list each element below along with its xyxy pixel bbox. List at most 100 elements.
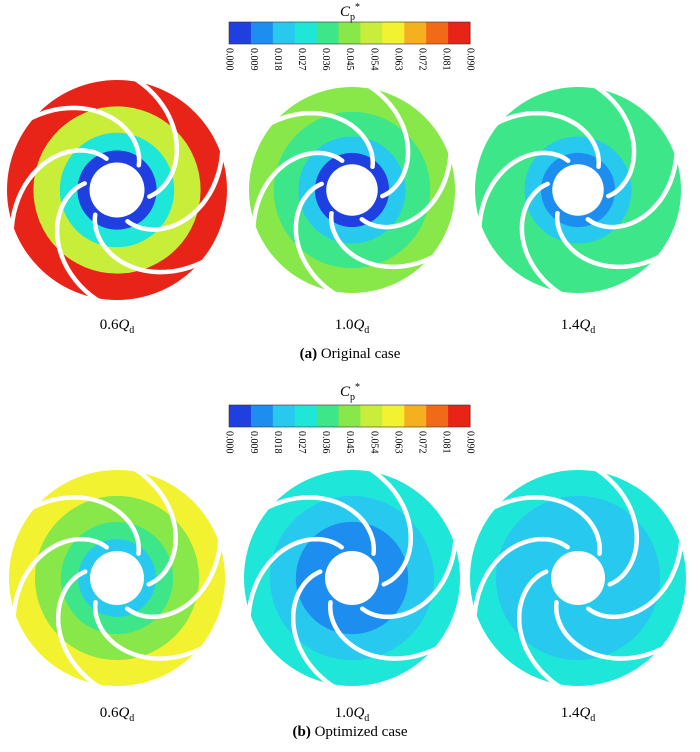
impeller-blade <box>491 495 603 556</box>
impeller-blade <box>251 150 345 229</box>
impeller-blade <box>495 110 602 170</box>
colorbar-tick-label: 0.081 <box>441 431 452 454</box>
impeller-blade <box>30 495 142 556</box>
colorbar-tick-label: 0.090 <box>465 48 476 71</box>
impeller-blade <box>368 467 414 587</box>
colorbar-title-a: Cp* <box>339 2 361 23</box>
impeller-blade <box>293 181 337 296</box>
impeller-b1 <box>9 467 225 689</box>
colorbar-tick-label: 0.000 <box>224 431 235 454</box>
impeller-label-a1: 0.6Qd <box>99 317 135 336</box>
impeller-blade <box>360 537 458 620</box>
colorbar-swatch <box>250 405 274 427</box>
colorbar-swatch <box>272 22 296 44</box>
colorbar-swatch <box>448 22 471 44</box>
colorbar-swatch <box>316 22 340 44</box>
impeller-blade <box>92 600 204 661</box>
impeller-blade <box>133 467 179 587</box>
colorbar-tick-label: 0.063 <box>392 431 403 454</box>
impeller-blade <box>328 210 435 270</box>
impeller-a3 <box>475 84 681 296</box>
colorbar-swatch <box>448 405 471 427</box>
colorbar-tick-label: 0.054 <box>368 431 379 454</box>
colorbar-swatch <box>360 405 383 427</box>
colorbar-tick-label: 0.054 <box>368 48 379 71</box>
colorbar-swatch <box>229 22 252 44</box>
impeller-blade <box>246 536 344 619</box>
impeller-blade <box>477 150 571 229</box>
colorbar-tick-label: 0.045 <box>344 48 355 71</box>
colorbar-swatch <box>316 405 340 427</box>
colorbar-frame <box>228 21 471 45</box>
impeller-blade <box>519 181 563 296</box>
colorbar-tick-label: 0.036 <box>320 431 331 454</box>
colorbar-swatch <box>272 405 296 427</box>
colorbar-swatch <box>404 405 427 427</box>
impeller-label-b2: 1.0Qd <box>334 705 370 724</box>
colorbar-swatch <box>229 405 252 427</box>
colorbar-swatch <box>426 405 449 427</box>
impeller-blade <box>54 181 101 303</box>
impeller-a1 <box>7 77 227 303</box>
impeller-blade <box>290 569 336 689</box>
panel-caption-a: (a) Original case <box>299 346 401 362</box>
impeller-shaft-hole <box>89 162 145 218</box>
colorbar-swatch <box>426 22 449 44</box>
colorbar-tick-label: 0.090 <box>465 431 476 454</box>
impeller-blade <box>516 569 562 689</box>
colorbar-a: 0.000 0.009 0.018 0.027 0.036 0.045 0.054 0.063… <box>224 21 476 71</box>
impeller-blade <box>11 536 109 619</box>
impeller-label-a2: 1.0Qd <box>334 317 370 336</box>
colorbar-swatch <box>360 22 383 44</box>
colorbar-swatch <box>250 22 274 44</box>
impeller-blade <box>554 210 661 270</box>
colorbar-tick-label: 0.009 <box>248 48 259 71</box>
impeller-b2 <box>244 467 460 689</box>
impeller-shaft-hole <box>326 164 378 216</box>
colorbar-swatch <box>382 22 405 44</box>
colorbar-swatch <box>338 22 361 44</box>
impeller-blade <box>472 536 570 619</box>
impeller-label-b3: 1.4Qd <box>560 705 596 724</box>
colorbar-swatch <box>382 405 405 427</box>
impeller-blade <box>594 467 640 587</box>
colorbar-tick-label: 0.036 <box>320 48 331 71</box>
colorbar-swatch <box>294 22 318 44</box>
colorbar-tick-label: 0.063 <box>392 48 403 71</box>
impeller-blade <box>92 212 206 275</box>
impeller-blade <box>265 495 377 556</box>
colorbar-tick-label: 0.072 <box>417 48 428 71</box>
impeller-blade <box>55 569 101 689</box>
colorbar-swatch <box>404 22 427 44</box>
colorbar-tick-label: 0.027 <box>296 431 307 454</box>
impeller-shaft-hole <box>90 551 144 605</box>
impeller-blade <box>125 537 223 620</box>
impeller-blade <box>327 600 439 661</box>
colorbar-tick-label: 0.072 <box>417 431 428 454</box>
impeller-blade <box>367 84 411 199</box>
colorbar-tick-label: 0.018 <box>272 48 283 71</box>
impeller-a2 <box>249 84 455 296</box>
colorbar-tick-label: 0.081 <box>441 48 452 71</box>
impeller-b3 <box>470 467 686 689</box>
colorbar-tick-label: 0.000 <box>224 48 235 71</box>
colorbar-swatch <box>338 405 361 427</box>
colorbar-b: 0.000 0.009 0.018 0.027 0.036 0.045 0.054 0.063… <box>224 404 476 454</box>
impeller-shaft-hole <box>551 551 605 605</box>
panel-caption-b: (b) Optimized case <box>292 724 408 740</box>
impeller-shaft-hole <box>325 551 379 605</box>
impeller-blade <box>585 151 679 230</box>
impeller-blade <box>28 105 142 168</box>
impeller-blade <box>359 151 453 230</box>
impeller-blade <box>133 77 180 199</box>
colorbar-frame <box>228 404 471 428</box>
colorbar-tick-label: 0.018 <box>272 431 283 454</box>
impeller-blade <box>586 537 684 620</box>
colorbar-tick-label: 0.045 <box>344 431 355 454</box>
colorbar-tick-label: 0.009 <box>248 431 259 454</box>
impeller-blade <box>125 148 225 232</box>
impeller-blade <box>593 84 637 199</box>
impeller-blade <box>9 148 109 232</box>
